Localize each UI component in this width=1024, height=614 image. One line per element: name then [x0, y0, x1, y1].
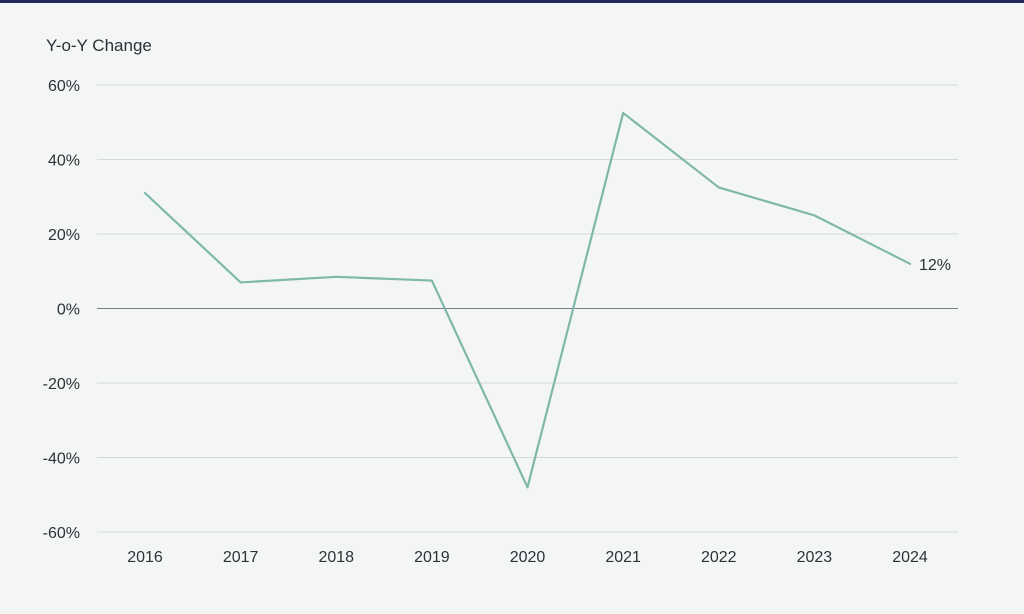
end-value-label: 12% — [919, 257, 951, 274]
y-tick-label: -20% — [43, 376, 80, 393]
grid-lines — [97, 84, 958, 533]
y-tick-label: 40% — [48, 153, 80, 170]
x-tick-label: 2021 — [605, 549, 641, 566]
series-line — [143, 111, 912, 489]
x-tick-label: 2024 — [892, 549, 928, 566]
series-group: 12% — [143, 111, 951, 489]
x-tick-label: 2018 — [318, 549, 354, 566]
x-tick-labels: 2016 2017 2018 2019 2020 2021 2022 2023 2024 — [127, 549, 928, 566]
y-tick-label: -60% — [43, 525, 80, 542]
x-tick-label: 2019 — [414, 549, 450, 566]
x-tick-label: 2020 — [510, 549, 546, 566]
y-tick-labels: 60% 40% 20% 0% -20% -40% -60% — [43, 78, 80, 542]
y-tick-label: 0% — [57, 302, 80, 319]
y-tick-label: 20% — [48, 227, 80, 244]
y-axis-title: Y-o-Y Change — [46, 36, 152, 55]
y-tick-label: 60% — [48, 78, 80, 95]
x-tick-label: 2022 — [701, 549, 737, 566]
x-tick-label: 2016 — [127, 549, 163, 566]
y-tick-label: -40% — [43, 451, 80, 468]
top-rule — [0, 0, 1024, 3]
x-tick-label: 2017 — [223, 549, 259, 566]
x-tick-label: 2023 — [797, 549, 833, 566]
